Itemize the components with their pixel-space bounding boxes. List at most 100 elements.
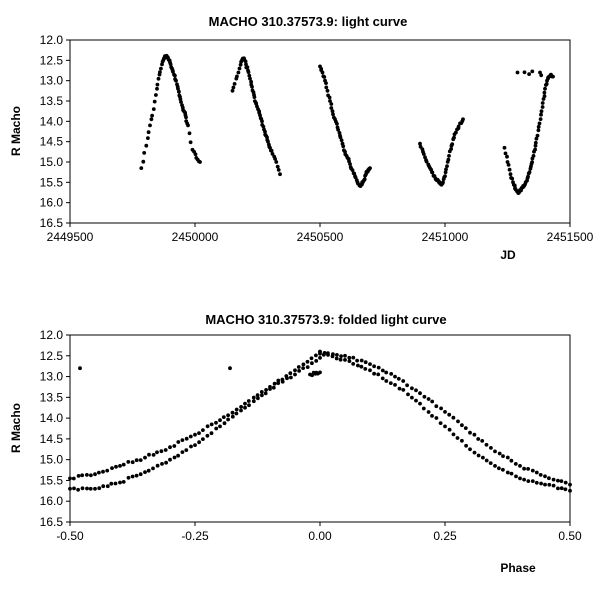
data-point [543,86,547,91]
data-point [512,183,517,188]
data-point [164,460,169,465]
data-point [276,168,281,172]
data-point [376,365,381,370]
data-point [244,62,248,67]
data-point [430,170,435,175]
data-point [273,157,277,161]
data-point [184,436,189,441]
data-point [539,112,543,117]
data-point [265,138,270,142]
y-axis-label: R Macho [9,403,23,453]
data-point [550,74,554,79]
data-point [536,124,541,129]
data-point [440,181,445,186]
data-point [243,401,247,406]
data-point [526,174,530,179]
data-point [396,376,401,381]
data-point [488,461,493,465]
data-point [518,464,522,468]
data-point [530,468,535,473]
data-point [338,357,343,362]
data-point [526,479,531,483]
data-point [547,482,552,487]
data-point [177,89,181,94]
data-point [176,440,181,444]
data-point [456,419,460,424]
data-point [245,65,250,70]
data-point [347,159,351,164]
data-point [197,440,202,445]
data-point [464,443,468,448]
y-tick-label: 14.0 [40,411,64,425]
data-point [155,86,159,91]
data-point [138,472,143,477]
x-tick-label: 2451000 [422,230,469,244]
data-point [113,481,118,486]
data-point [232,82,237,86]
data-point [356,363,360,368]
data-point [352,171,357,176]
data-point [443,424,447,429]
data-point [543,474,547,479]
data-point [354,178,359,183]
data-point [472,432,477,437]
data-point [534,136,539,141]
data-point [151,453,156,457]
data-point [410,395,414,400]
data-point [214,426,219,431]
y-tick-label: 14.0 [40,114,64,128]
data-point [150,113,155,118]
data-point [509,471,514,476]
data-point [169,65,174,69]
data-point [184,448,189,452]
data-point [335,121,339,126]
data-point [536,128,541,133]
data-point [501,454,505,458]
data-point [249,82,254,87]
data-point [513,462,518,466]
data-point [76,487,80,492]
data-point [243,59,248,64]
data-point [321,352,326,357]
data-point [447,412,452,417]
data-point [363,367,368,371]
data-points [139,53,555,196]
data-point [93,486,97,491]
data-point [538,117,543,121]
folded-light-curve-chart: MACHO 310.37573.9: folded light curve 12… [9,312,582,575]
data-point [533,143,538,148]
data-point [544,82,549,86]
data-point [497,451,502,456]
data-point [451,432,456,437]
data-point [526,467,530,471]
data-point [380,376,385,381]
data-point [539,109,544,114]
data-point [397,386,402,391]
data-point [235,74,239,79]
data-point [468,447,472,452]
data-point [247,403,251,408]
data-point [314,353,318,358]
data-point [410,386,414,391]
data-point [349,166,354,171]
data-point [168,445,172,450]
y-tick-label: 12.5 [40,53,64,67]
data-point [547,476,551,481]
data-point [343,353,347,358]
data-point [530,479,535,483]
data-point [332,115,336,120]
data-points [68,349,572,493]
data-point [93,472,97,477]
y-tick-label: 13.5 [40,94,64,108]
data-point [331,112,335,117]
data-point [80,473,85,478]
data-point [205,424,210,429]
data-point [97,470,101,475]
data-point [559,486,564,491]
data-point [329,106,334,110]
data-point [143,455,147,460]
data-point [109,481,114,486]
data-point [423,155,427,160]
data-point [110,466,114,470]
data-point [426,162,431,167]
